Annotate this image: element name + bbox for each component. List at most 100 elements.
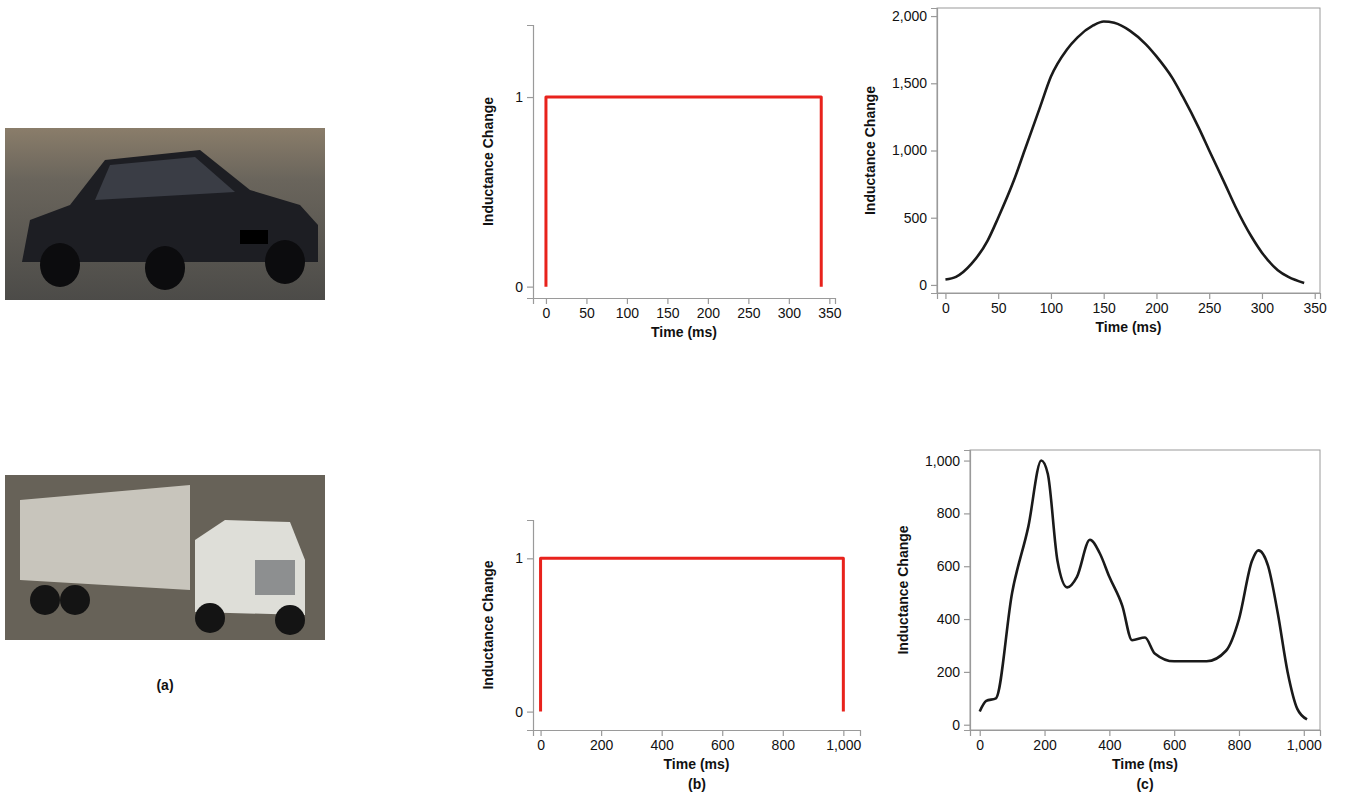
tick-mark <box>1156 293 1157 299</box>
plot-area <box>945 21 1304 282</box>
tick: 600 <box>937 558 970 574</box>
tick-mark <box>964 566 970 567</box>
axis-line <box>971 731 1321 737</box>
tick-mark <box>1104 293 1105 299</box>
truck-wheel <box>195 603 225 633</box>
tick: 0 <box>515 704 533 720</box>
tick: 1 <box>515 550 533 566</box>
tick: 800 <box>937 505 970 521</box>
tick: 0 <box>952 717 970 733</box>
tick: 400 <box>937 611 970 627</box>
tick-mark <box>601 730 602 736</box>
x-axis: 050100150200250300350 <box>534 298 842 321</box>
tick-mark <box>1239 730 1240 736</box>
truck-trailer <box>20 485 190 590</box>
photo-background <box>5 128 325 300</box>
tick: 0 <box>537 730 545 753</box>
tick: 2,000 <box>892 8 937 24</box>
series-line <box>541 558 844 711</box>
tick: 1,000 <box>826 730 861 753</box>
x-axis: 02004006008001,000 <box>534 730 862 753</box>
tick-label: 1 <box>515 550 523 566</box>
tick-mark <box>667 298 668 304</box>
tick: 300 <box>1251 293 1275 316</box>
tick-label: 600 <box>937 558 961 574</box>
tick-label: 300 <box>1251 300 1275 316</box>
tick-label: 350 <box>818 305 842 321</box>
tick: 1,500 <box>892 75 937 91</box>
y-axis: 01 <box>515 26 533 299</box>
tick-label: 350 <box>1304 300 1328 316</box>
photo-truck <box>5 475 325 640</box>
panel-label: (a) <box>156 677 173 693</box>
tick: 0 <box>515 279 533 295</box>
tick-mark <box>748 298 749 304</box>
tick-mark <box>1209 293 1210 299</box>
tick-label: 0 <box>919 277 927 293</box>
tick: 200 <box>590 730 614 753</box>
tick: 400 <box>1098 730 1122 753</box>
axis-line <box>931 9 938 294</box>
plot-area <box>546 97 821 287</box>
tick-mark <box>722 730 723 736</box>
panel-label: (b) <box>688 776 706 792</box>
truck-wheel <box>60 585 90 615</box>
truck-wheel <box>275 605 305 635</box>
tick-mark <box>1051 293 1052 299</box>
tick: 1,000 <box>925 453 970 469</box>
tick-label: 1,000 <box>892 142 927 158</box>
tick-label: 100 <box>1040 300 1064 316</box>
tick-label: 800 <box>937 505 961 521</box>
tick-mark <box>783 730 784 736</box>
car-window <box>95 157 235 200</box>
axis-line <box>527 521 534 731</box>
tick: 0 <box>919 277 937 293</box>
tick: 250 <box>1198 293 1222 316</box>
tick-mark <box>1174 730 1175 736</box>
tick-label: 250 <box>1198 300 1222 316</box>
plot-area <box>980 461 1307 720</box>
y-axis-title: Inductance Change <box>480 560 496 689</box>
tick: 0 <box>976 730 984 753</box>
tick: 1,000 <box>892 142 937 158</box>
tick-label: 0 <box>976 737 984 753</box>
tick: 1,000 <box>1287 730 1322 753</box>
tick-label: 1 <box>515 89 523 105</box>
tick-label: 200 <box>1145 300 1169 316</box>
photo-background <box>5 475 325 640</box>
truck-grille <box>255 560 295 595</box>
tick-mark <box>964 619 970 620</box>
tick: 600 <box>1163 730 1187 753</box>
tick-mark <box>829 298 830 304</box>
axis-line <box>938 294 1321 300</box>
chart: 05010015020025030035001Time (ms)Inductan… <box>480 26 842 341</box>
tick: 300 <box>778 298 802 321</box>
tick-label: 0 <box>515 704 523 720</box>
tick-label: 2,000 <box>892 8 927 24</box>
tick: 50 <box>991 293 1007 316</box>
tick-label: 300 <box>778 305 802 321</box>
plot-area <box>541 558 844 711</box>
tick-label: 500 <box>904 210 928 226</box>
tick: 400 <box>651 730 675 753</box>
car-wheel <box>40 243 80 287</box>
chart: 02004006008001,00001Time (ms)Inductance … <box>480 521 862 773</box>
series-line <box>980 461 1307 720</box>
tick-label: 400 <box>937 611 961 627</box>
panel-label: (c) <box>1136 776 1153 792</box>
x-axis-title: Time (ms) <box>1112 756 1178 772</box>
tick-mark <box>931 16 937 17</box>
y-axis: 01 <box>515 521 533 731</box>
tick-mark <box>527 97 533 98</box>
car-wheel <box>145 246 185 290</box>
series-line <box>546 97 821 287</box>
tick: 250 <box>737 298 761 321</box>
tick-mark <box>1109 730 1110 736</box>
y-axis: 0 500 1,000 1,500 2,000 <box>892 8 938 293</box>
tick-mark <box>964 672 970 673</box>
tick: 200 <box>1145 293 1169 316</box>
tick-label: 0 <box>537 737 545 753</box>
axis-line <box>964 451 971 731</box>
tick-label: 0 <box>942 300 950 316</box>
tick-mark <box>931 285 937 286</box>
